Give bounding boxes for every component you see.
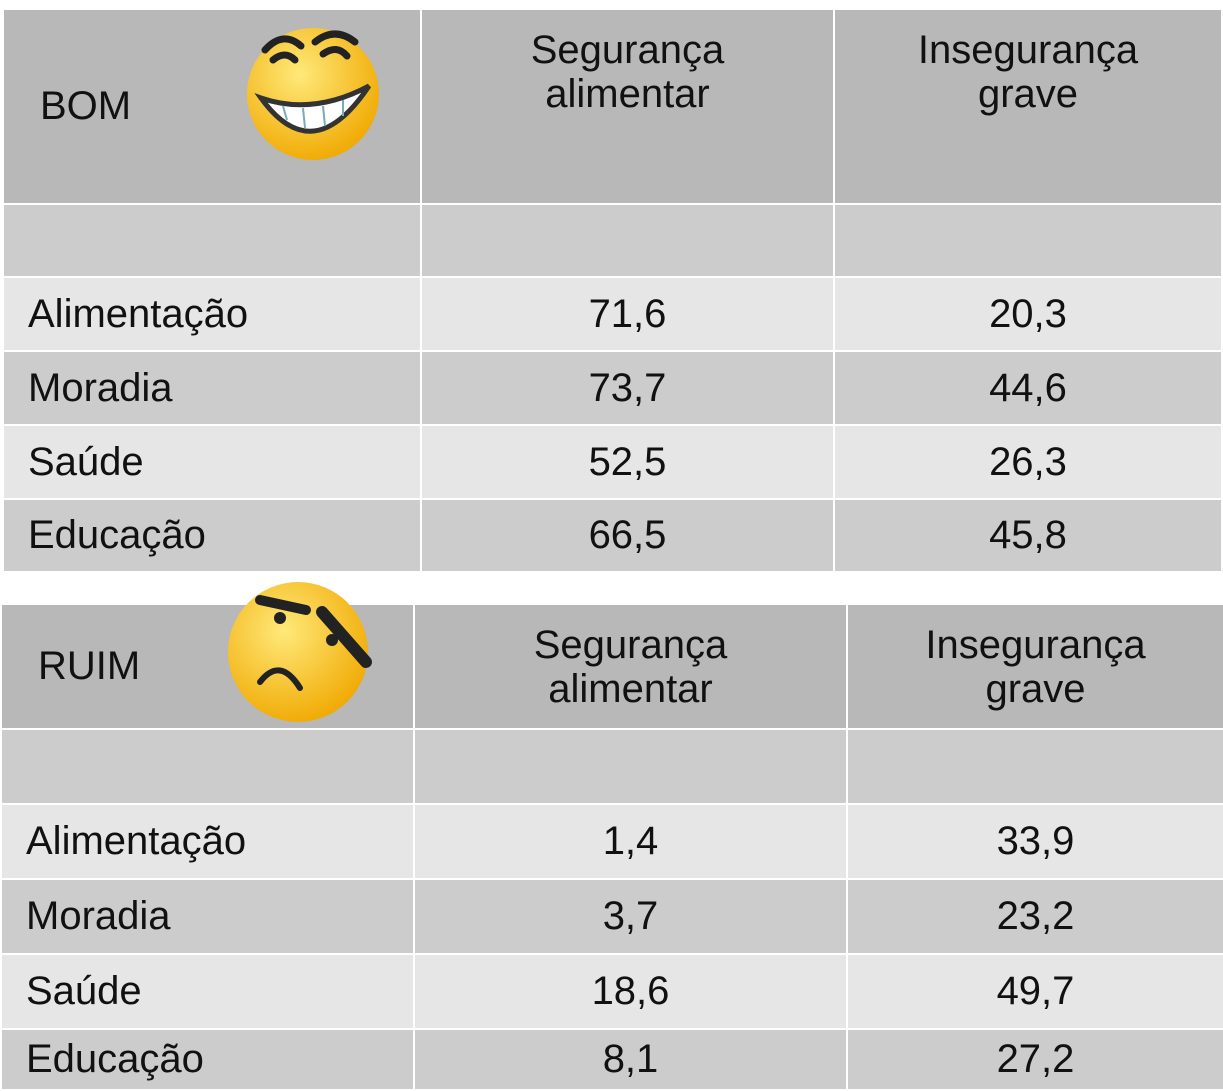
row-label-cell: Saúde [4,426,422,500]
value-cell: 1,4 [415,805,848,880]
table-label: RUIM [38,644,141,688]
blank-cell [4,205,422,278]
table-label: BOM [40,84,132,128]
value-cell: 27,2 [848,1030,1223,1091]
row-label-cell: Educação [2,1030,415,1091]
value: 1,4 [602,819,659,863]
row-label-cell: Educação [4,500,422,573]
row-label: Alimentação [28,291,249,336]
row-label-cell: Saúde [2,955,415,1030]
row-label-cell: Moradia [2,880,415,955]
header-cell: Insegurança grave [835,10,1223,205]
row-label: Alimentação [26,819,247,863]
value: 73,7 [588,365,667,410]
value: 27,2 [996,1037,1075,1081]
value-cell: 20,3 [835,278,1223,352]
value-cell: 18,6 [415,955,848,1030]
blank-cell [848,730,1223,805]
value: 8,1 [602,1037,659,1081]
value: 18,6 [591,969,670,1013]
value-cell: 23,2 [848,880,1223,955]
column-header: Segurança alimentar [533,622,728,711]
value-cell: 26,3 [835,426,1223,500]
blank-cell [415,730,848,805]
header-cell: Segurança alimentar [415,605,848,730]
value-cell: 73,7 [422,352,835,426]
blank-cell [2,730,415,805]
value: 66,5 [588,513,667,557]
row-label: Moradia [28,365,173,410]
value: 44,6 [989,365,1067,410]
value-cell: 45,8 [835,500,1223,573]
value-cell: 49,7 [848,955,1223,1030]
row-label: Educação [26,1037,204,1081]
value-cell: 33,9 [848,805,1223,880]
value: 3,7 [602,894,659,938]
value: 52,5 [588,439,667,484]
blank-cell [422,205,835,278]
value: 20,3 [989,291,1067,336]
happy-emoji [247,28,379,160]
column-header: Segurança alimentar [530,28,725,116]
value: 33,9 [996,819,1075,863]
value-cell: 52,5 [422,426,835,500]
value-cell: 44,6 [835,352,1223,426]
value: 26,3 [989,439,1067,484]
row-label: Saúde [26,969,142,1013]
value-cell: 3,7 [415,880,848,955]
value-cell: 66,5 [422,500,835,573]
header-cell: Insegurança grave [848,605,1223,730]
value: 71,6 [588,291,667,336]
blank-cell [835,205,1223,278]
row-label-cell: Alimentação [2,805,415,880]
row-label-cell: Moradia [4,352,422,426]
value-cell: 71,6 [422,278,835,352]
column-header: Insegurança grave [925,622,1146,711]
row-label: Educação [28,513,206,557]
annoyed-emoji [228,582,372,722]
value-cell: 8,1 [415,1030,848,1091]
row-label: Saúde [28,439,144,484]
row-label-cell: Alimentação [4,278,422,352]
header-cell: Segurança alimentar [422,10,835,205]
value: 45,8 [989,513,1067,557]
row-label: Moradia [26,894,171,938]
column-header: Insegurança grave [917,28,1139,116]
value: 49,7 [996,969,1075,1013]
value: 23,2 [996,894,1075,938]
